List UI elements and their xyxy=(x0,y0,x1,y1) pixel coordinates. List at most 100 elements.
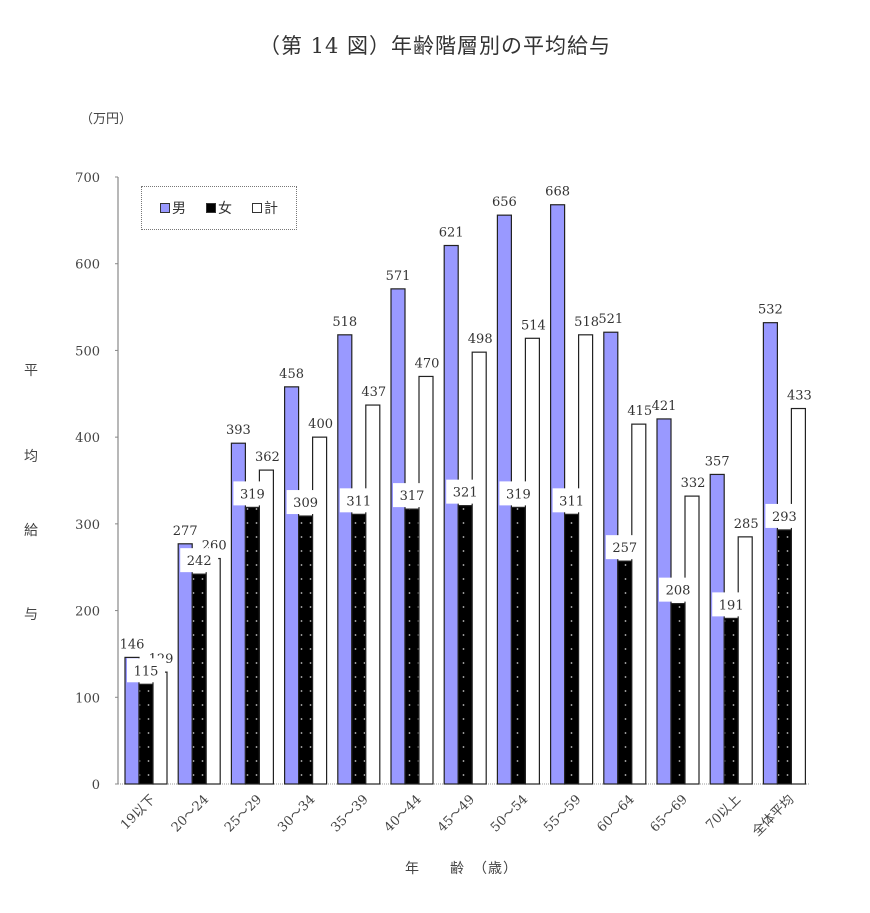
value-label-box xyxy=(659,577,697,602)
value-label-male: 521 xyxy=(598,312,623,327)
bar-female xyxy=(138,683,154,785)
value-labels: 1461291152772602423933623194584003095184… xyxy=(120,185,812,683)
x-tick-label: 20～24 xyxy=(169,792,212,835)
value-label-male: 421 xyxy=(652,399,677,414)
value-label-female: 242 xyxy=(187,554,212,569)
value-label-total: 470 xyxy=(415,356,440,371)
value-label-box xyxy=(180,548,219,573)
value-label-total: 400 xyxy=(308,417,333,432)
y-axis-label-char: 均 xyxy=(24,449,38,465)
bar-total xyxy=(631,423,647,785)
x-axis-label: 年 齢 （歳） xyxy=(405,861,518,877)
value-label-female: 319 xyxy=(240,487,265,502)
legend-item-male: 男 xyxy=(160,198,186,218)
x-tick-label: 40～44 xyxy=(382,792,425,835)
bar-female xyxy=(723,617,739,785)
value-label-female: 115 xyxy=(134,664,159,679)
value-label-male: 277 xyxy=(173,524,198,539)
x-tick-label: 45～49 xyxy=(435,792,478,835)
bar-male xyxy=(390,288,406,785)
x-tick-label: 60～64 xyxy=(594,792,637,835)
value-label-female: 293 xyxy=(772,510,797,525)
x-tick-labels: 19以下 20～24 25～29 30～34 35～39 40～44 45～49 50～54 5… xyxy=(118,792,797,840)
bar-total xyxy=(737,536,753,785)
value-label-female: 321 xyxy=(453,486,478,501)
value-label-box xyxy=(605,535,644,560)
bar-total xyxy=(577,334,594,785)
legend-item-female: 女 xyxy=(206,198,232,218)
y-tick-label: 700 xyxy=(75,171,100,186)
value-label-total: 498 xyxy=(468,332,493,347)
value-label-total: 362 xyxy=(255,450,280,465)
value-label-total: 437 xyxy=(361,385,386,400)
bar-male xyxy=(762,322,779,785)
x-tick-label: 35～39 xyxy=(328,792,371,835)
value-label-female: 309 xyxy=(293,496,318,511)
bar-female xyxy=(191,573,207,785)
x-tick-label: 70以上 xyxy=(703,792,744,833)
bar-total xyxy=(684,495,700,785)
bar-total xyxy=(790,407,807,785)
bar-female xyxy=(563,513,580,785)
value-label-box xyxy=(499,481,538,506)
x-tick-label: 55～59 xyxy=(541,792,584,835)
bar-female xyxy=(404,508,420,785)
x-tick-label: 65～69 xyxy=(648,792,691,835)
y-tick-label: 200 xyxy=(75,605,100,620)
y-tick-label: 0 xyxy=(92,778,100,793)
bar-total xyxy=(258,469,274,785)
value-label-female: 191 xyxy=(719,598,744,613)
value-label-male: 621 xyxy=(439,226,464,241)
y-tick-label: 400 xyxy=(75,431,100,446)
value-label-male: 656 xyxy=(492,195,517,210)
value-label-box xyxy=(393,483,431,508)
value-label-female: 208 xyxy=(666,584,691,599)
y-tick-label: 100 xyxy=(75,691,100,706)
bar-female xyxy=(670,603,686,785)
value-label-total: 518 xyxy=(574,315,599,330)
bar-total xyxy=(365,404,381,785)
legend-label: 男 xyxy=(172,201,186,217)
value-label-total: 332 xyxy=(681,476,706,491)
legend-swatch-female xyxy=(206,203,216,213)
value-label-box xyxy=(233,481,272,506)
y-tick-label: 600 xyxy=(75,258,100,273)
value-label-total: 285 xyxy=(734,517,759,532)
y-tick-label: 300 xyxy=(75,518,100,533)
bar-female xyxy=(298,515,314,785)
value-label-female: 257 xyxy=(612,541,637,556)
bar-total xyxy=(152,671,168,785)
value-label-total: 415 xyxy=(627,404,652,419)
value-label-box xyxy=(712,592,751,617)
value-label-total: 514 xyxy=(521,318,546,333)
value-label-male: 518 xyxy=(332,315,357,330)
bar-male xyxy=(284,386,300,785)
bar-total xyxy=(312,436,328,785)
bar-female xyxy=(351,513,367,785)
bar-female xyxy=(457,505,473,785)
x-tick-label: 30～34 xyxy=(275,792,318,835)
value-label-box xyxy=(339,488,378,513)
bar-male xyxy=(177,543,193,785)
bar-total xyxy=(418,375,434,785)
value-label-male: 668 xyxy=(545,185,570,200)
value-label-male: 357 xyxy=(705,454,730,469)
legend-swatch-male xyxy=(160,203,170,213)
value-label-total: 433 xyxy=(787,389,812,404)
x-tick-label: 19以下 xyxy=(118,792,159,833)
value-label-male: 532 xyxy=(758,303,783,318)
bar-total xyxy=(524,337,541,785)
bar-male xyxy=(709,473,725,785)
value-label-male: 458 xyxy=(279,367,304,382)
chart-title: （第 14 図）年齢階層別の平均給与 xyxy=(258,34,612,58)
bar-total xyxy=(471,351,487,785)
x-tick-label: 25～29 xyxy=(222,792,265,835)
value-label-box xyxy=(127,658,165,683)
value-label-female: 311 xyxy=(346,494,371,509)
x-tick-label: 全体平均 xyxy=(749,792,797,840)
y-tick-label: 500 xyxy=(75,344,100,359)
bar-total xyxy=(205,557,221,785)
value-label-box xyxy=(446,479,485,504)
value-label-male: 393 xyxy=(226,423,251,438)
value-label-box xyxy=(765,503,804,528)
